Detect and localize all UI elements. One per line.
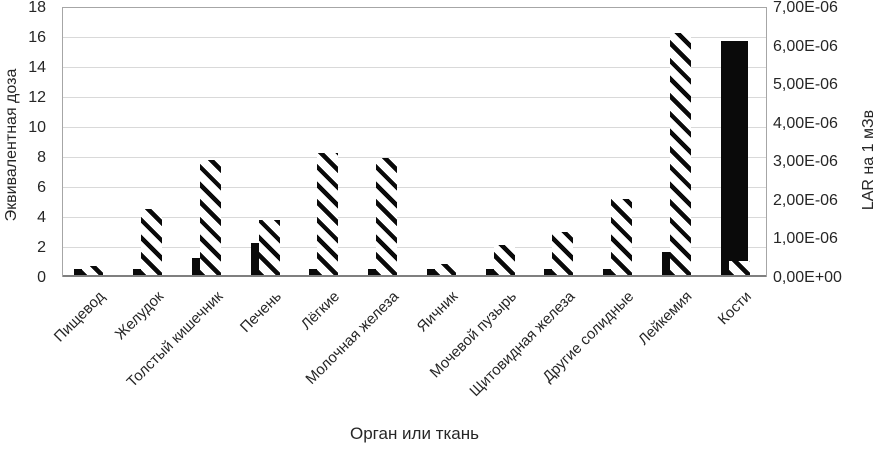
x-axis-category-label: Пищевод xyxy=(50,288,109,346)
bar-hatched-12 xyxy=(728,260,750,276)
bar-hatched-11 xyxy=(669,33,691,276)
y-axis-right-tick: 2,00E-06 xyxy=(773,191,838,209)
bar-hatched-4 xyxy=(258,220,280,276)
x-axis-line xyxy=(63,275,766,277)
bar-hatched-7 xyxy=(434,264,456,276)
x-axis-category-label: Лёгкие xyxy=(298,288,344,334)
bar-hatched-3 xyxy=(199,160,221,276)
x-axis-category-label: Кости xyxy=(714,288,755,329)
bar-hatched-10 xyxy=(611,198,633,276)
bar-hatched-6 xyxy=(376,158,398,276)
y-axis-left-tick: 8 xyxy=(37,149,46,166)
y-axis-right-tick: 4,00E-06 xyxy=(773,114,838,132)
y-axis-left-tick: 18 xyxy=(28,0,46,16)
gridline xyxy=(63,157,766,158)
y-axis-left-tick: 2 xyxy=(37,239,46,256)
gridline xyxy=(63,97,766,98)
gridline xyxy=(63,247,766,248)
y-axis-right-tick: 0,00E+00 xyxy=(773,269,842,286)
bar-hatched-2 xyxy=(141,208,163,276)
x-axis-category-label: Лейкемия xyxy=(635,288,696,349)
gridline xyxy=(63,217,766,218)
bar-hatched-1 xyxy=(82,266,104,276)
x-axis-title: Орган или ткань xyxy=(349,424,479,443)
y-axis-left-tick: 12 xyxy=(28,89,46,106)
y-axis-right-tick: 5,00E-06 xyxy=(773,76,838,94)
bar-hatched-8 xyxy=(493,245,515,276)
bar-solid-12 xyxy=(720,40,748,276)
y-axis-right-tick: 3,00E-06 xyxy=(773,153,838,171)
x-axis-category-label: Яичник xyxy=(413,288,461,336)
gridline xyxy=(63,187,766,188)
y-axis-left-tick: 0 xyxy=(37,269,46,286)
bar-hatched-9 xyxy=(552,231,574,276)
y-axis-right-tick: 1,00E-06 xyxy=(773,230,838,248)
x-axis-category-label: Щитовидная железа xyxy=(466,288,579,400)
x-axis-category-label: Печень xyxy=(236,288,285,337)
bar-hatched-5 xyxy=(317,152,339,276)
gridline xyxy=(63,67,766,68)
y-axis-right-tick: 6,00E-06 xyxy=(773,37,838,55)
y-axis-left-tick: 10 xyxy=(28,119,46,136)
y-axis-right-tick: 7,00E-06 xyxy=(773,0,838,16)
plot-area xyxy=(62,7,767,277)
y-axis-left-tick: 16 xyxy=(28,29,46,46)
y-axis-left-tick: 6 xyxy=(37,179,46,196)
y-axis-left-tick: 4 xyxy=(37,209,46,226)
y-axis-left-tick: 14 xyxy=(28,59,46,76)
gridline xyxy=(63,37,766,38)
gridline xyxy=(63,127,766,128)
x-axis-category-label: Желудок xyxy=(112,288,168,344)
